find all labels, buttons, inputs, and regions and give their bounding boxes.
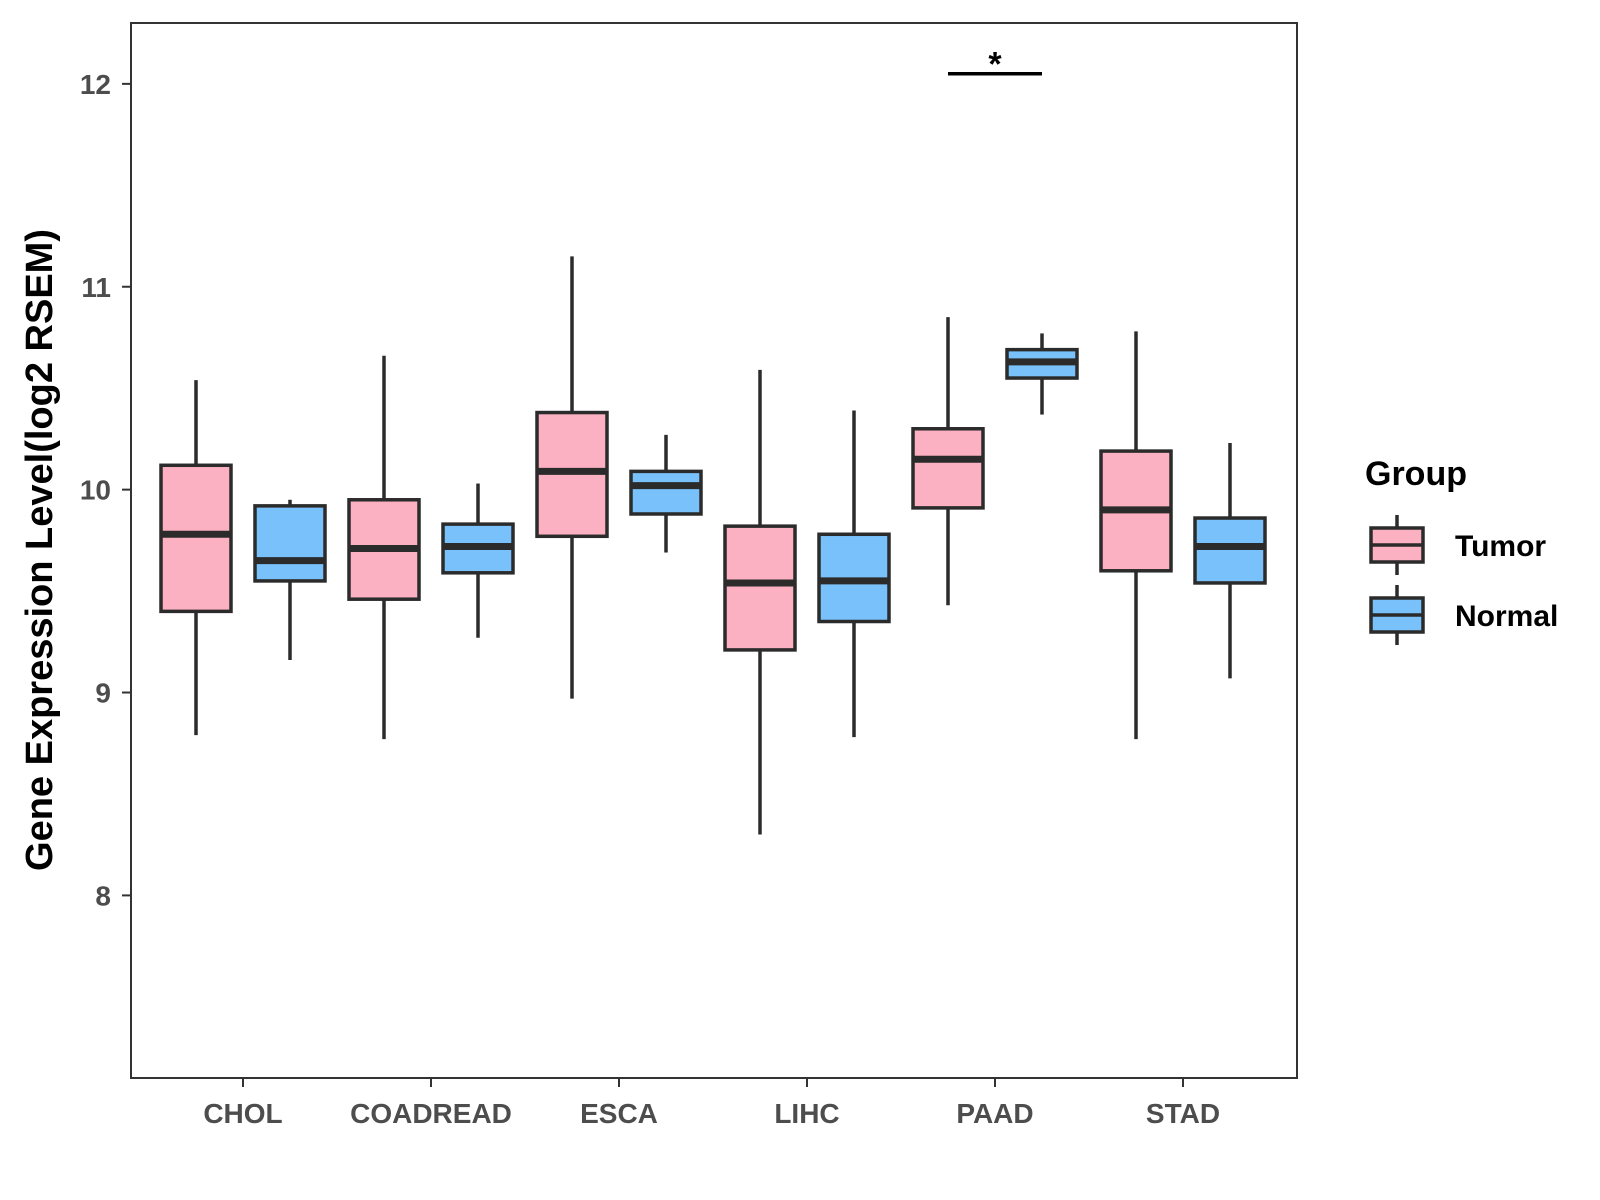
x-tick-label: ESCA — [580, 1098, 658, 1129]
y-tick-label: 10 — [80, 475, 111, 506]
box-normal-chol — [253, 499, 327, 661]
box-normal-stad — [1193, 442, 1267, 679]
box-iqr — [629, 469, 703, 516]
box-iqr — [911, 427, 985, 510]
box-tumor-paad — [911, 317, 985, 606]
y-axis-title: Gene Expression Level(log2 RSEM) — [19, 229, 61, 871]
x-tick-label: STAD — [1146, 1098, 1220, 1129]
box-tumor-chol — [159, 380, 233, 736]
legend-entry-tumor: Tumor — [1369, 515, 1546, 575]
y-tick-label: 8 — [95, 880, 111, 911]
y-tick-label: 11 — [81, 272, 111, 303]
box-tumor-coadread — [347, 355, 421, 740]
box-normal-lihc — [817, 410, 891, 738]
box-normal-esca — [629, 434, 703, 553]
box-iqr — [723, 524, 797, 652]
box-tumor-esca — [535, 256, 609, 699]
x-tick-label: COADREAD — [350, 1098, 512, 1129]
x-tick-label: CHOL — [203, 1098, 282, 1129]
box-tumor-lihc — [723, 369, 797, 835]
y-tick-label: 9 — [95, 678, 111, 709]
y-tick-label: 12 — [80, 69, 111, 100]
box-iqr — [1193, 516, 1267, 585]
legend: Group Tumor Normal — [1365, 455, 1558, 645]
box-iqr — [159, 463, 233, 614]
box-tumor-stad — [1099, 331, 1173, 740]
legend-title: Group — [1365, 455, 1467, 493]
box-normal-paad — [1005, 333, 1079, 415]
legend-label: Normal — [1455, 600, 1558, 633]
box-iqr — [253, 504, 327, 583]
significance-label: * — [988, 46, 1002, 84]
legend-entry-normal: Normal — [1369, 585, 1558, 645]
x-tick-label: LIHC — [774, 1098, 839, 1129]
legend-label: Tumor — [1455, 530, 1546, 563]
x-tick-label: PAAD — [956, 1098, 1033, 1129]
box-normal-coadread — [441, 483, 515, 638]
